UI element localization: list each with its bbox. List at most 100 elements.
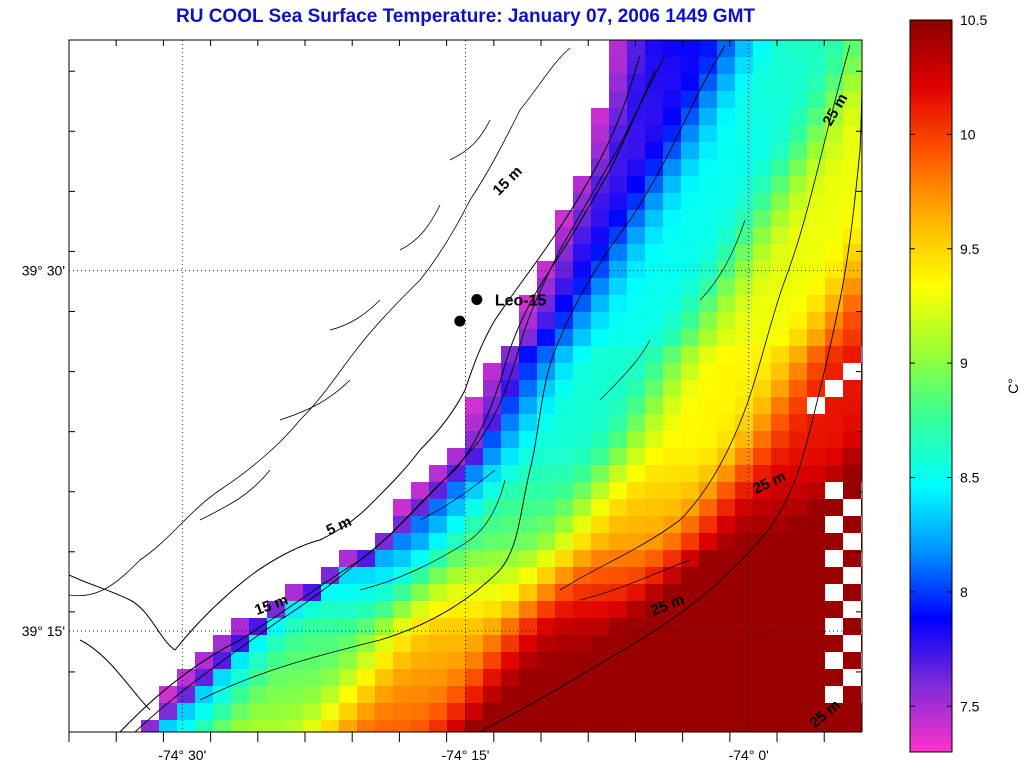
- sst-cell: [591, 363, 610, 381]
- sst-cell: [645, 703, 664, 721]
- sst-cell: [825, 703, 844, 721]
- sst-cell: [861, 499, 862, 517]
- sst-cell: [555, 465, 574, 483]
- sst-cell: [375, 550, 394, 568]
- sst-cell: [411, 618, 430, 636]
- sst-cell: [699, 244, 718, 262]
- sst-cell: [663, 312, 682, 330]
- sst-cell: [429, 669, 448, 687]
- sst-cell: [429, 567, 448, 585]
- sst-cell: [825, 125, 844, 143]
- sst-cell: [681, 40, 700, 58]
- sst-cell: [825, 278, 844, 296]
- sst-cell: [627, 74, 646, 92]
- sst-cell: [573, 686, 592, 704]
- sst-cell: [699, 431, 718, 449]
- sst-cell: [573, 227, 592, 245]
- sst-cell: [501, 346, 520, 364]
- sst-cell: [843, 669, 862, 687]
- sst-cell: [699, 295, 718, 313]
- sst-cell: [537, 720, 556, 732]
- sst-cell: [645, 142, 664, 160]
- sst-cell: [447, 618, 466, 636]
- station-markers: Leo-15: [454, 293, 547, 327]
- sst-cell: [771, 346, 790, 364]
- sst-cell: [735, 584, 754, 602]
- sst-cell: [483, 652, 502, 670]
- sst-cell: [519, 414, 538, 432]
- sst-cell: [843, 40, 862, 58]
- sst-cell: [789, 363, 808, 381]
- plot-frame: [68, 39, 863, 733]
- sst-cell: [753, 227, 772, 245]
- sst-cell: [843, 448, 862, 466]
- sst-cell: [537, 346, 556, 364]
- longitude-label: -74° 0': [729, 747, 769, 763]
- sst-cell: [663, 159, 682, 177]
- sst-cell: [825, 193, 844, 211]
- sst-cell: [519, 703, 538, 721]
- sst-cell: [699, 703, 718, 721]
- sst-cell: [609, 703, 628, 721]
- sst-cell: [465, 516, 484, 534]
- sst-cell: [735, 448, 754, 466]
- sst-cell: [429, 601, 448, 619]
- sst-cell: [339, 686, 358, 704]
- sst-cell: [591, 193, 610, 211]
- sst-cell: [717, 448, 736, 466]
- sst-cell: [645, 346, 664, 364]
- sst-cell: [411, 499, 430, 517]
- sst-cell: [681, 397, 700, 415]
- sst-cell: [519, 431, 538, 449]
- contour-25m: [479, 59, 862, 732]
- sst-cell: [357, 550, 376, 568]
- sst-cell: [807, 516, 826, 534]
- sst-cell: [861, 720, 862, 732]
- sst-cell: [807, 57, 826, 75]
- sst-cell: [789, 261, 808, 279]
- sst-cell: [735, 567, 754, 585]
- sst-cell: [861, 601, 862, 619]
- sst-cell: [537, 567, 556, 585]
- colorbar-ticks: 10.5 10 9.5 9 8.5 8 7.5: [910, 12, 987, 714]
- sst-cell: [825, 176, 844, 194]
- sst-cell: [789, 91, 808, 109]
- sst-cell: [627, 720, 646, 732]
- sst-cell: [627, 278, 646, 296]
- colorbar-gradient: [909, 19, 953, 753]
- sst-cell: [555, 669, 574, 687]
- sst-cell: [627, 125, 646, 143]
- sst-cell: [609, 278, 628, 296]
- sst-cell: [861, 91, 862, 109]
- sst-cell: [267, 720, 286, 732]
- sst-cell: [789, 516, 808, 534]
- sst-cell: [645, 482, 664, 500]
- sst-cell: [609, 499, 628, 517]
- sst-cell: [843, 142, 862, 160]
- sst-cell: [537, 516, 556, 534]
- sst-cell: [807, 125, 826, 143]
- sst-cell: [663, 516, 682, 534]
- sst-cell: [861, 210, 862, 228]
- sst-cell: [807, 40, 826, 58]
- sst-cell: [231, 703, 250, 721]
- sst-cell: [537, 635, 556, 653]
- sst-cell: [627, 567, 646, 585]
- sst-cell: [753, 482, 772, 500]
- sst-cell: [789, 108, 808, 126]
- sst-cell: [681, 74, 700, 92]
- sst-cell: [501, 448, 520, 466]
- sst-cell: [591, 125, 610, 143]
- sst-cell: [645, 414, 664, 432]
- sst-cell: [735, 40, 754, 58]
- sst-cell: [735, 125, 754, 143]
- sst-cell: [339, 601, 358, 619]
- contour-5m: [134, 54, 666, 732]
- sst-cell: [573, 380, 592, 398]
- sst-cell: [393, 499, 412, 517]
- sst-cell: [483, 533, 502, 551]
- sst-cell: [591, 261, 610, 279]
- sst-cell: [735, 57, 754, 75]
- sst-cell: [699, 176, 718, 194]
- sst-cell: [699, 516, 718, 534]
